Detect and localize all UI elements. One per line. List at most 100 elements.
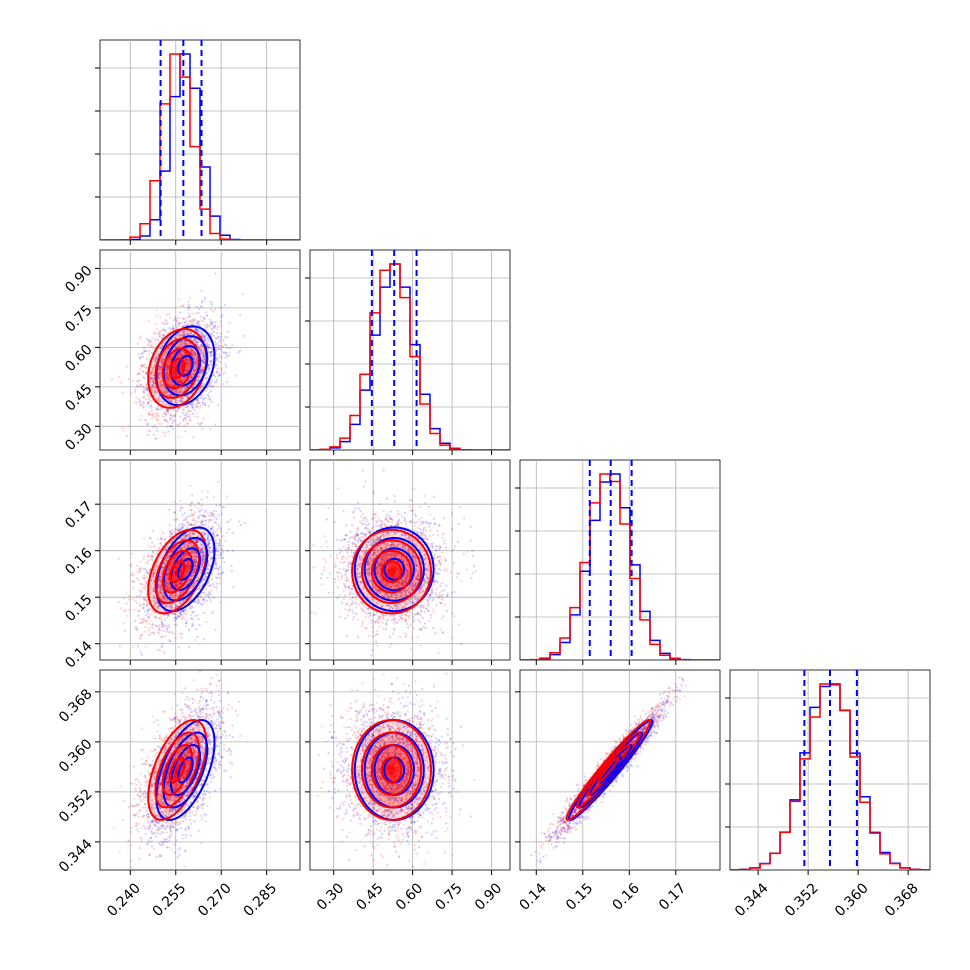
- scatter-point: [152, 575, 155, 578]
- scatter-point: [185, 569, 189, 572]
- scatter-point: [188, 522, 192, 525]
- scatter-point: [212, 496, 215, 499]
- scatter-point: [177, 323, 180, 327]
- scatter-point: [171, 416, 174, 420]
- scatter-point: [182, 558, 185, 561]
- scatter-point: [165, 581, 168, 584]
- scatter-point: [185, 621, 188, 625]
- scatter-point: [192, 571, 195, 574]
- scatter-point: [160, 363, 163, 366]
- scatter-point: [205, 335, 208, 338]
- scatter-point: [184, 330, 188, 333]
- scatter-point: [165, 377, 168, 380]
- scatter-point: [219, 340, 222, 343]
- scatter-point: [213, 521, 217, 524]
- scatter-point: [151, 381, 154, 384]
- scatter-point: [179, 380, 183, 384]
- scatter-point: [170, 357, 173, 360]
- scatter-point: [143, 391, 146, 395]
- scatter-point: [199, 548, 202, 552]
- scatter-point: [196, 539, 199, 543]
- scatter-point: [162, 389, 165, 393]
- scatter-point: [226, 336, 229, 339]
- scatter-point: [173, 616, 176, 619]
- contour-red: [154, 337, 201, 400]
- scatter-point: [186, 347, 189, 350]
- scatter-point: [220, 544, 224, 547]
- scatter-point: [160, 623, 163, 626]
- scatter-point: [160, 336, 163, 340]
- scatter-point: [149, 376, 152, 379]
- scatter-point: [219, 306, 222, 309]
- scatter-point: [174, 379, 178, 382]
- scatter-point: [184, 352, 187, 355]
- scatter-point: [185, 621, 188, 625]
- scatter-point: [167, 399, 171, 402]
- scatter-point: [210, 611, 214, 615]
- scatter-point: [165, 558, 168, 562]
- scatter-point: [156, 351, 159, 354]
- scatter-point: [160, 586, 164, 589]
- scatter-point: [218, 373, 221, 376]
- scatter-point: [179, 557, 182, 561]
- scatter-point: [190, 508, 193, 512]
- scatter-point: [156, 418, 159, 421]
- scatter-point: [180, 636, 183, 639]
- scatter-point: [165, 576, 169, 579]
- scatter-point: [200, 563, 204, 566]
- scatter-point: [190, 351, 193, 354]
- scatter-point: [199, 370, 202, 373]
- scatter-point: [175, 402, 178, 405]
- scatter-point: [167, 572, 170, 575]
- scatter-point: [179, 335, 182, 338]
- scatter-point: [210, 573, 214, 576]
- scatter-point: [184, 359, 187, 363]
- scatter-point: [152, 597, 155, 600]
- scatter-point: [151, 387, 154, 390]
- scatter-point: [127, 378, 130, 381]
- scatter-point: [174, 389, 177, 392]
- scatter-point: [167, 364, 171, 367]
- scatter-point: [208, 565, 211, 568]
- scatter-point: [161, 594, 164, 598]
- scatter-point: [190, 375, 193, 378]
- scatter-point: [206, 582, 209, 585]
- scatter-point: [167, 605, 170, 608]
- scatter-point: [165, 390, 168, 394]
- scatter-point: [220, 530, 223, 533]
- scatter-point: [170, 533, 173, 536]
- scatter-point: [214, 567, 217, 570]
- scatter-point: [141, 404, 144, 407]
- scatter-point: [199, 369, 202, 372]
- scatter-point: [194, 363, 197, 366]
- scatter-point: [173, 384, 177, 387]
- scatter-point: [189, 332, 192, 335]
- scatter-point: [174, 410, 178, 413]
- scatter-point: [193, 555, 197, 558]
- scatter-point: [160, 645, 164, 648]
- scatter-point: [143, 377, 146, 380]
- scatter-point: [160, 566, 164, 569]
- scatter-point: [201, 300, 204, 303]
- scatter-point: [194, 362, 197, 366]
- scatter-point: [209, 538, 212, 542]
- scatter-point: [179, 612, 182, 615]
- scatter-point: [218, 576, 222, 580]
- scatter-point: [179, 381, 182, 384]
- scatter-point: [185, 368, 188, 371]
- scatter-point: [174, 603, 177, 606]
- scatter-point: [208, 385, 211, 388]
- scatter-point: [199, 319, 202, 322]
- scatter-point: [158, 546, 161, 550]
- scatter-point: [141, 576, 144, 580]
- scatter-point: [154, 322, 158, 326]
- scatter-point: [207, 325, 210, 328]
- scatter-point: [138, 404, 141, 407]
- scatter-point: [209, 518, 212, 521]
- scatter-point: [176, 355, 180, 358]
- scatter-point: [162, 625, 165, 628]
- scatter-point: [156, 631, 159, 634]
- scatter-point: [194, 361, 197, 365]
- scatter-point: [231, 344, 234, 347]
- scatter-point: [191, 625, 194, 628]
